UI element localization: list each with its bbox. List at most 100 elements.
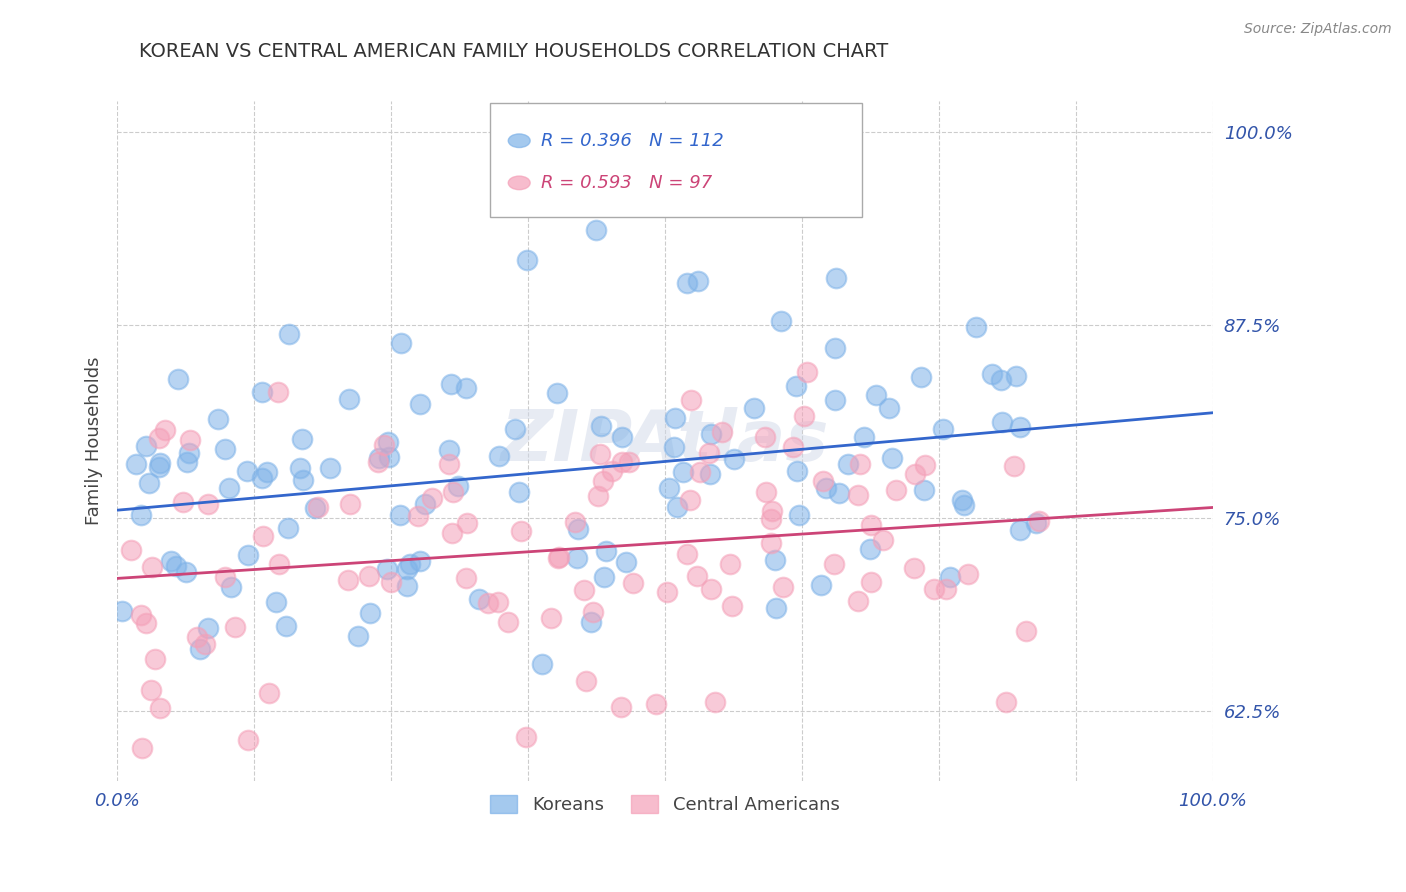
Point xyxy=(828,486,851,500)
Point xyxy=(148,459,170,474)
Point xyxy=(111,604,134,618)
Point xyxy=(823,557,845,571)
Point xyxy=(141,560,163,574)
Point xyxy=(304,501,326,516)
Point xyxy=(922,582,945,596)
Point xyxy=(375,562,398,576)
Point xyxy=(503,422,526,436)
Y-axis label: Family Households: Family Households xyxy=(86,357,103,525)
Point xyxy=(877,401,900,415)
Point xyxy=(884,483,907,497)
Point xyxy=(508,484,530,499)
Point xyxy=(291,432,314,446)
Point xyxy=(793,409,815,424)
Point xyxy=(787,508,810,523)
Point xyxy=(186,630,208,644)
Point xyxy=(252,385,274,400)
Point xyxy=(143,651,166,665)
Point xyxy=(932,422,955,436)
Point xyxy=(219,580,242,594)
Point xyxy=(676,276,699,290)
Point xyxy=(935,582,957,596)
Point xyxy=(135,616,157,631)
Text: ZIPAtlas: ZIPAtlas xyxy=(501,407,830,475)
Point xyxy=(595,544,617,558)
Point xyxy=(236,732,259,747)
Point xyxy=(224,620,246,634)
Point xyxy=(437,458,460,472)
Text: KOREAN VS CENTRAL AMERICAN FAMILY HOUSEHOLDS CORRELATION CHART: KOREAN VS CENTRAL AMERICAN FAMILY HOUSEH… xyxy=(139,42,889,61)
Point xyxy=(160,554,183,568)
Point xyxy=(516,253,538,268)
Point xyxy=(759,511,782,525)
Point xyxy=(704,695,727,709)
Point xyxy=(359,568,381,582)
Point xyxy=(207,412,229,426)
Point xyxy=(582,605,605,619)
Point xyxy=(389,336,412,351)
Point xyxy=(440,526,463,541)
Point xyxy=(367,455,389,469)
Point xyxy=(679,392,702,407)
Point xyxy=(135,439,157,453)
Point xyxy=(439,442,461,457)
Text: Source: ZipAtlas.com: Source: ZipAtlas.com xyxy=(1244,22,1392,37)
Point xyxy=(811,475,834,489)
Point xyxy=(814,481,837,495)
Point xyxy=(572,583,595,598)
Point xyxy=(337,392,360,407)
Point xyxy=(278,326,301,341)
Point xyxy=(166,372,188,386)
Point xyxy=(373,438,395,452)
Point xyxy=(409,396,432,410)
Point xyxy=(488,449,510,463)
Point xyxy=(176,455,198,469)
Point xyxy=(723,452,745,467)
Circle shape xyxy=(508,134,530,147)
Point xyxy=(711,425,734,439)
Point xyxy=(953,498,976,512)
Point xyxy=(377,435,399,450)
Point xyxy=(454,381,477,395)
Point xyxy=(586,489,609,503)
Point xyxy=(486,595,509,609)
Point xyxy=(496,615,519,629)
Point xyxy=(644,697,666,711)
Point xyxy=(585,223,607,237)
Point xyxy=(567,522,589,536)
Point xyxy=(859,542,882,557)
Point xyxy=(179,433,201,447)
Point xyxy=(267,557,290,571)
Point xyxy=(612,430,634,444)
Point xyxy=(662,440,685,454)
Point xyxy=(592,474,614,488)
Point xyxy=(149,701,172,715)
Point xyxy=(447,479,470,493)
FancyBboxPatch shape xyxy=(489,103,862,217)
Point xyxy=(292,473,315,487)
Point xyxy=(614,554,637,568)
Point xyxy=(699,582,721,597)
Point xyxy=(359,606,381,620)
Point xyxy=(1015,624,1038,638)
Point xyxy=(865,388,887,402)
Point xyxy=(612,455,634,469)
Point xyxy=(547,550,569,565)
Point xyxy=(252,528,274,542)
Point xyxy=(454,571,477,585)
Point xyxy=(165,558,187,573)
Point xyxy=(1010,420,1032,434)
Point xyxy=(837,457,859,471)
Point xyxy=(1008,523,1031,537)
Point xyxy=(628,195,651,210)
Point xyxy=(149,456,172,470)
Point xyxy=(591,418,613,433)
Point xyxy=(882,451,904,466)
Point xyxy=(288,460,311,475)
Point xyxy=(991,415,1014,429)
Point xyxy=(252,471,274,485)
Point xyxy=(617,455,640,469)
Point xyxy=(367,450,389,465)
Point xyxy=(721,599,744,613)
Point xyxy=(903,560,925,574)
